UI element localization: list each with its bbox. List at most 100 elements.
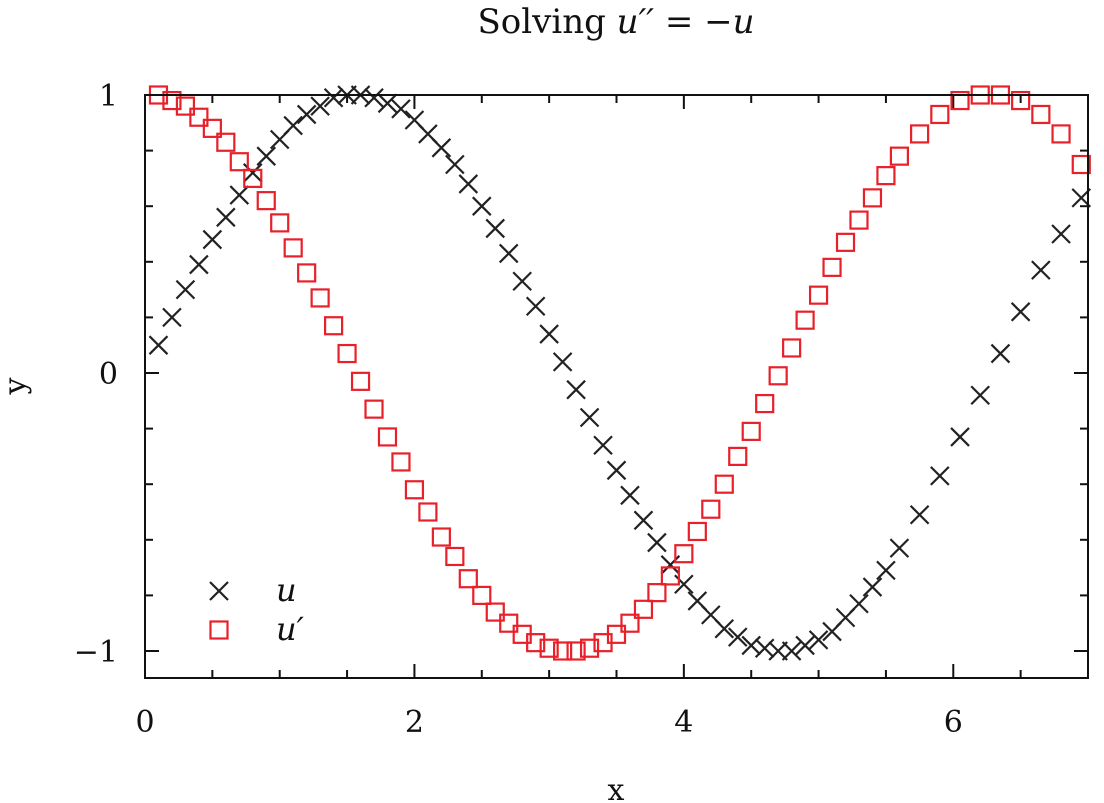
data-point-u: [162, 307, 182, 328]
data-point-u: [714, 618, 735, 639]
data-point-u: [472, 196, 492, 216]
tick-labels: 0 2 4 6 −1 0 1: [74, 79, 963, 740]
data-point-u: [458, 174, 479, 194]
data-point-u-prime: [445, 546, 465, 567]
data-point-u-prime: [808, 285, 829, 305]
data-point-u: [754, 638, 775, 658]
data-point-u: [909, 505, 930, 525]
data-point-u: [1051, 224, 1071, 244]
data-point-u-prime: [795, 310, 815, 330]
x-tick-label: 6: [944, 705, 963, 740]
data-point-u: [256, 146, 277, 166]
data-point-u-prime: [728, 446, 748, 466]
data-point-u: [310, 96, 330, 116]
data-point-u-prime: [889, 146, 910, 166]
data-point-u-prime: [566, 641, 586, 661]
data-point-u-prime: [202, 118, 222, 138]
data-point-u-prime: [660, 566, 680, 586]
data-point-u-prime: [162, 90, 182, 111]
y-tick-label: −1: [74, 635, 118, 670]
data-point-u-prime: [377, 427, 398, 447]
data-point-u-prime: [950, 90, 970, 111]
data-point-u: [229, 185, 250, 205]
data-point-u-prime: [243, 168, 263, 188]
data-point-u: [364, 88, 384, 108]
data-point-u: [633, 510, 654, 531]
x-axis-label: x: [608, 773, 625, 803]
data-point-u-prime: [526, 633, 546, 653]
data-point-u-prime: [910, 124, 930, 144]
data-point-u-prime: [701, 499, 721, 519]
data-point-u: [296, 104, 317, 125]
data-point-u: [431, 138, 452, 158]
data-point-u: [202, 229, 223, 250]
plot-frame: [144, 94, 1089, 679]
data-point-u: [862, 577, 883, 597]
data-point-u-prime: [256, 191, 276, 211]
data-point-u: [606, 460, 627, 481]
y-tick-label: 0: [99, 357, 118, 392]
chart-title-equation: u′′ = −u: [617, 2, 755, 42]
data-point-u-prime: [714, 474, 734, 494]
data-point-u: [1031, 260, 1051, 280]
legend-marker-u-prime: [209, 620, 229, 640]
y-tick-label: 1: [99, 79, 118, 114]
data-point-u-prime: [216, 132, 236, 152]
data-point-u-prime: [862, 188, 883, 208]
data-point-u-prime: [391, 452, 411, 472]
data-point-u-prime: [499, 613, 519, 633]
data-marks: [148, 85, 1092, 661]
data-point-u-prime: [337, 343, 357, 364]
x-tick-label: 0: [135, 705, 154, 740]
data-point-u: [849, 593, 869, 614]
data-point-u: [970, 385, 991, 406]
data-point-u: [539, 324, 559, 344]
x-tick-label: 4: [674, 705, 693, 740]
legend-label: u: [276, 571, 297, 609]
data-point-u: [512, 271, 532, 292]
data-point-u-prime: [741, 421, 761, 441]
data-point-u: [876, 560, 896, 581]
data-point-u: [990, 343, 1011, 364]
data-point-u-prime: [364, 399, 384, 419]
x-tick-label: 2: [405, 705, 424, 740]
data-point-u-prime: [849, 210, 869, 230]
data-point-u-prime: [175, 96, 196, 116]
data-point-u-prime: [687, 521, 707, 542]
legend: uu′: [209, 571, 305, 648]
data-point-u-prime: [553, 641, 573, 661]
data-point-u: [950, 427, 970, 447]
series-u: [148, 85, 1092, 661]
data-point-u-prime: [620, 613, 640, 633]
chart-title: Solving u′′ = −u: [477, 2, 754, 42]
data-point-u: [1010, 302, 1031, 322]
data-point-u: [593, 435, 613, 456]
data-point-u: [445, 154, 465, 175]
data-point-u-prime: [189, 107, 209, 127]
data-point-u-prime: [297, 263, 317, 283]
data-point-u: [525, 296, 546, 317]
data-point-u-prime: [431, 527, 451, 547]
data-point-u-prime: [1031, 104, 1051, 125]
data-point-u-prime: [1011, 90, 1031, 111]
data-point-u: [485, 218, 506, 239]
data-point-u-prime: [539, 638, 559, 658]
data-point-u: [391, 99, 411, 119]
data-point-u-prime: [822, 257, 842, 277]
data-point-u: [808, 630, 829, 650]
data-point-u: [498, 243, 519, 264]
data-point-u: [889, 538, 910, 558]
data-point-u-prime: [310, 288, 330, 308]
data-point-u-prime: [270, 213, 290, 233]
data-point-u-prime: [579, 638, 600, 658]
data-point-u-prime: [835, 232, 856, 252]
data-point-u-prime: [324, 316, 344, 336]
data-point-u-prime: [633, 599, 654, 619]
data-point-u: [566, 379, 586, 400]
data-point-u-prime: [350, 371, 371, 391]
legend-label: u′: [276, 610, 305, 648]
data-point-u-prime: [930, 104, 950, 125]
data-point-u-prime: [782, 338, 802, 358]
data-point-u-prime: [458, 569, 478, 589]
data-point-u-prime: [647, 583, 667, 603]
